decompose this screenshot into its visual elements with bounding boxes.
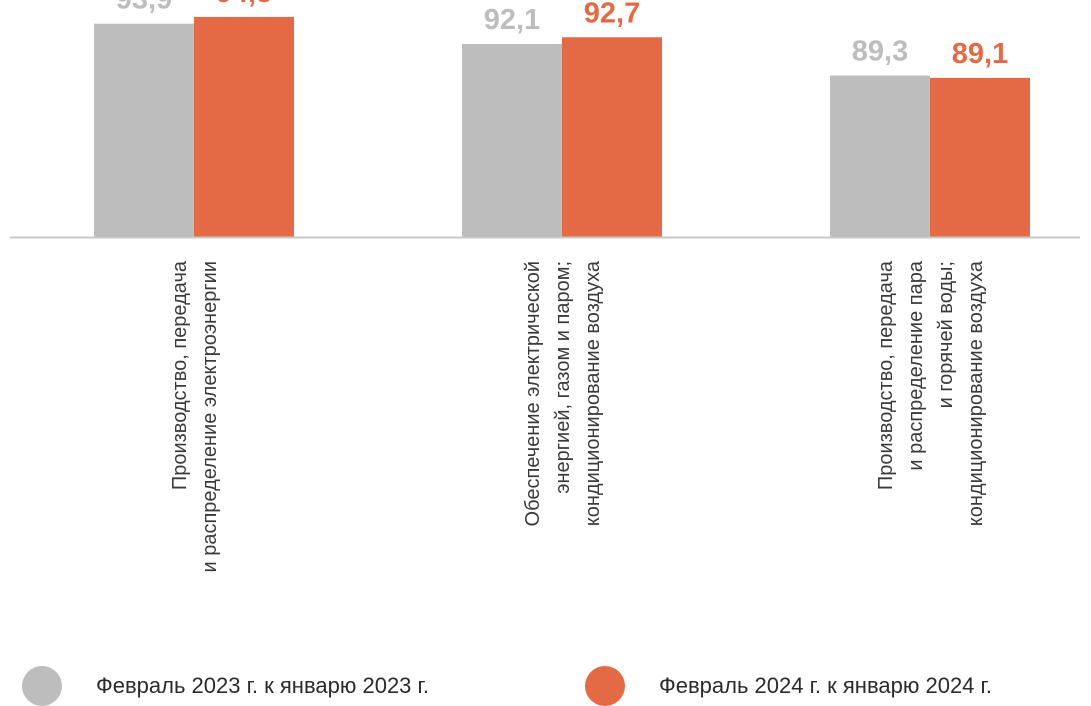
value-labels-layer: 93,9 94,5 92,1 92,7 89,3 89,1 <box>116 0 1008 70</box>
category-label-1: Производство, передача и распределение эл… <box>169 260 221 572</box>
value-label-series-2-category-3: 89,1 <box>952 38 1008 70</box>
value-label-series-2-category-1: 94,5 <box>216 0 272 9</box>
legend-label-series-1: Февраль 2023 г. к январю 2023 г. <box>96 673 429 698</box>
value-label-series-1-category-2: 92,1 <box>484 4 540 36</box>
category-label-1-line-1: Производство, передача <box>169 260 191 490</box>
bar-series-1-category-2 <box>462 44 562 238</box>
category-label-3: Производство, передача и распределение па… <box>875 260 987 526</box>
bar-series-1-category-3 <box>830 75 930 237</box>
bar-series-2-category-3 <box>930 77 1030 237</box>
category-label-1-line-2: и распределение электроэнергии <box>199 261 221 573</box>
category-label-2-line-1: Обеспечение электрической <box>522 261 544 526</box>
legend-item-series-1: Февраль 2023 г. к январю 2023 г. <box>22 666 429 706</box>
legend-swatch-gray <box>22 666 62 706</box>
bar-series-2-category-2 <box>562 37 662 237</box>
category-label-2: Обеспечение электрической энергией, газом… <box>522 260 604 526</box>
legend-swatch-orange <box>585 666 625 706</box>
category-label-3-line-2: и распределение пара <box>905 260 927 471</box>
category-label-2-line-3: кондиционирование воздуха <box>582 260 604 526</box>
category-labels-layer: Производство, передача и распределение эл… <box>169 260 987 572</box>
value-label-series-2-category-2: 92,7 <box>584 0 640 29</box>
value-label-series-1-category-1: 93,9 <box>116 0 172 16</box>
bars-layer <box>94 16 1030 238</box>
value-label-series-1-category-3: 89,3 <box>852 36 908 68</box>
category-label-3-line-3: и горячей воды; <box>935 261 957 408</box>
bar-series-2-category-1 <box>194 16 294 237</box>
category-label-3-line-4: кондиционирование воздуха <box>965 260 987 526</box>
legend-label-series-2: Февраль 2024 г. к январю 2024 г. <box>659 673 992 698</box>
category-label-2-line-2: энергией, газом и паром; <box>552 261 574 494</box>
category-label-3-line-1: Производство, передача <box>875 260 897 490</box>
bar-series-1-category-1 <box>94 23 194 238</box>
legend-item-series-2: Февраль 2024 г. к январю 2024 г. <box>585 666 992 706</box>
